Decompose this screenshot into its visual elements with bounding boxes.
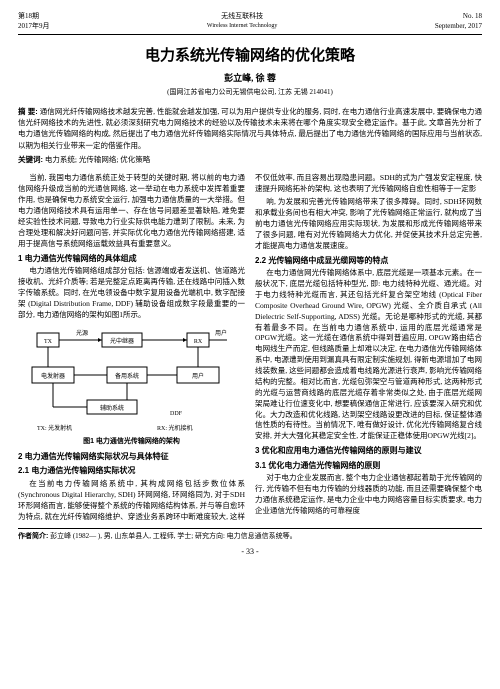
keywords-text: 电力系统; 光传输网络; 优化策略 bbox=[45, 155, 150, 164]
author-bio: 作者简介: 彭立峰 (1982— ), 男, 山东单县人, 工程师, 学士; 研… bbox=[18, 528, 482, 542]
header-center: 无线互联科技 Wireless Internet Technology bbox=[207, 12, 278, 32]
section-2-1: 2.1 电力通信光传输网络实际状况 bbox=[18, 465, 245, 477]
section-1: 1 电力通信光传输网络的具体组成 bbox=[18, 253, 245, 265]
issue-no: No. 18 bbox=[435, 12, 482, 22]
intro-para: 当前, 我国电力通信系统正处于转型的关键时期, 将以前的电力通信网络升级成当前的… bbox=[18, 173, 245, 249]
abstract-block: 摘 要: 通信网光纤传输网络技术越发完善, 性能就会越发加强, 可以为用户提供专… bbox=[18, 106, 482, 151]
para-1: 电力通信光传输网络组成部分包括: 信源端或者发送机、信道路光接收机、光纤介质等;… bbox=[18, 266, 245, 320]
page-header: 第18期 2017年9月 无线互联科技 Wireless Internet Te… bbox=[18, 12, 482, 35]
para-31: 对于电力企业发展而言, 整个电力企业通信都起着助于光传输网的行, 光传输不但有电… bbox=[255, 473, 482, 517]
journal-name-cn: 无线互联科技 bbox=[207, 12, 278, 22]
fig-rx-note: RX: 光机接机 bbox=[157, 424, 193, 432]
section-3: 3 优化和应用电力通信光传输网络的原则与建议 bbox=[255, 445, 482, 457]
issue-date: 2017年9月 bbox=[18, 22, 50, 32]
fig-repeater: 光中继器 bbox=[109, 337, 133, 345]
fig-amp: 光源 bbox=[75, 329, 87, 337]
bio-text: 彭立峰 (1982— ), 男, 山东单县人, 工程师, 学士; 研究方向: 电… bbox=[50, 532, 297, 540]
section-2: 2 电力通信光传输网络实际状况与具体特征 bbox=[18, 451, 245, 463]
fig-relay: 辅助系统 bbox=[99, 404, 123, 412]
figure-1-caption: 图1 电力通信光传输网络的架构 bbox=[18, 437, 245, 447]
page-number: - 33 - bbox=[18, 546, 482, 557]
affiliation: (国网江苏省电力公司无锡供电公司, 江苏 无锡 214041) bbox=[18, 88, 482, 98]
figure-1-svg: TX 光源 光中继器 RX 用户 电发射器 备用系统 用户 bbox=[27, 325, 237, 435]
fig-user2: 用户 bbox=[191, 372, 203, 380]
authors: 彭立峰, 徐 蓉 bbox=[18, 72, 482, 85]
section-3-1: 3.1 优化电力通信光传输网络的原则 bbox=[255, 460, 482, 472]
bio-label: 作者简介: bbox=[18, 533, 48, 540]
issue-number: 第18期 bbox=[18, 12, 50, 22]
header-left: 第18期 2017年9月 bbox=[18, 12, 50, 32]
fig-ddf: DDF bbox=[169, 411, 182, 417]
fig-tx-note: TX: 光发射机 bbox=[37, 424, 72, 432]
fig-equip: 备用系统 bbox=[114, 372, 138, 380]
fig-exchange: 电发射器 bbox=[40, 372, 64, 380]
issue-month: September, 2017 bbox=[435, 22, 482, 32]
para-22: 在电力通信网光传输网络体系中, 底层光缆是一项基本元素。在一般状况下, 底层光缆… bbox=[255, 268, 482, 442]
abstract-label: 摘 要: bbox=[18, 107, 38, 116]
fig-tx: TX bbox=[44, 339, 53, 345]
para-21b: 响, 为发展和完善光传输网络带来了很多障碍。同时, SDH环网数和承载业务间也有… bbox=[255, 197, 482, 251]
fig-user: 用户 bbox=[214, 329, 226, 337]
journal-name-en: Wireless Internet Technology bbox=[207, 22, 278, 30]
paper-title: 电力系统光传输网络的优化策略 bbox=[18, 45, 482, 66]
body-columns: 当前, 我国电力通信系统正处于转型的关键时期, 将以前的电力通信网络升级成当前的… bbox=[18, 173, 482, 522]
figure-1: TX 光源 光中继器 RX 用户 电发射器 备用系统 用户 bbox=[18, 325, 245, 447]
header-right: No. 18 September, 2017 bbox=[435, 12, 482, 32]
fig-rx: RX bbox=[193, 339, 202, 345]
abstract-text: 通信网光纤传输网络技术越发完善, 性能就会越发加强, 可以为用户提供专业化的服务… bbox=[18, 107, 482, 150]
section-2-2: 2.2 光传输网络中成显光缆网等的特点 bbox=[255, 255, 482, 267]
keywords-label: 关键词: bbox=[18, 155, 43, 164]
keywords-block: 关键词: 电力系统; 光传输网络; 优化策略 bbox=[18, 155, 482, 166]
